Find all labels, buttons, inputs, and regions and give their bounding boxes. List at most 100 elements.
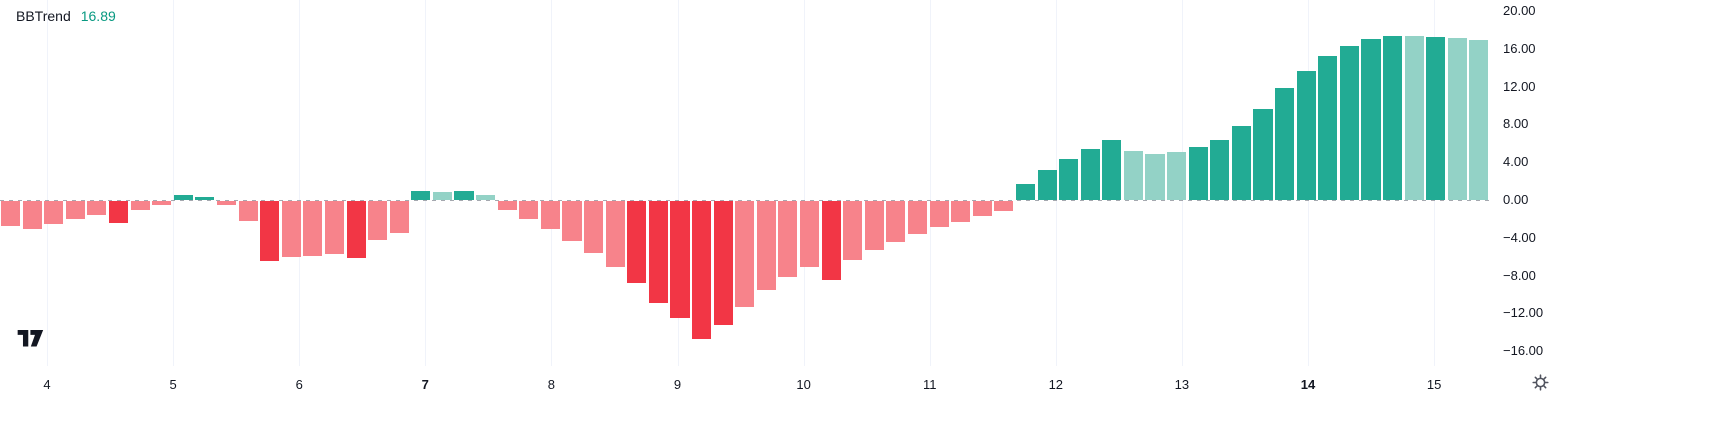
y-axis-label: 16.00 (1503, 40, 1536, 56)
y-axis-label: 0.00 (1503, 192, 1529, 207)
gear-icon[interactable] (1531, 373, 1550, 392)
time-axis[interactable]: 4 5 6 7 8 9 10 11 12 13 14 15 (0, 366, 1490, 437)
x-axis-label: 13 (1174, 377, 1190, 392)
histogram-bar (260, 201, 280, 262)
histogram-bar (1123, 150, 1143, 200)
histogram-bar (130, 201, 150, 211)
histogram-bar (1318, 56, 1338, 200)
x-axis-label: 15 (1426, 377, 1442, 392)
histogram-bar (238, 201, 258, 221)
histogram-bar (713, 201, 733, 325)
histogram-bar (735, 201, 755, 307)
histogram-bar (1469, 40, 1489, 200)
histogram-bar (843, 201, 863, 260)
histogram-bar (281, 201, 301, 257)
y-axis-label: −4.00 (1503, 229, 1536, 245)
x-axis-label: 7 (421, 377, 429, 392)
histogram-bar (1059, 159, 1079, 200)
histogram-bar (1361, 39, 1381, 200)
x-axis-label: 5 (169, 377, 177, 392)
histogram-bar (886, 201, 906, 242)
x-axis-label: 11 (922, 377, 937, 392)
zero-line (0, 200, 1490, 201)
histogram-bar (476, 195, 496, 200)
x-axis-label: 14 (1300, 377, 1316, 392)
histogram-bar (756, 201, 776, 290)
histogram-bar (389, 201, 409, 234)
x-axis-label: 9 (673, 377, 682, 392)
histogram-bar (1080, 148, 1100, 200)
histogram-bar (562, 201, 582, 241)
histogram-bar (1102, 139, 1122, 200)
histogram-bar (1296, 71, 1316, 200)
indicator-value: 16.89 (80, 8, 116, 24)
histogram-bar (627, 201, 647, 284)
indicator-legend: BBTrend 16.89 (16, 8, 116, 24)
histogram-bar (368, 201, 388, 240)
histogram-bar (1253, 109, 1273, 200)
histogram-bar (1167, 151, 1187, 200)
histogram-bar (1447, 38, 1467, 200)
histogram-bar (454, 190, 474, 200)
y-axis-label: −8.00 (1503, 267, 1536, 283)
histogram-bar (821, 201, 841, 281)
histogram-bar (65, 201, 85, 219)
histogram-bar (346, 201, 366, 258)
histogram-bar (432, 192, 452, 200)
vertical-gridline (173, 0, 175, 366)
histogram-bar (692, 201, 712, 339)
histogram-bar (1231, 126, 1251, 200)
histogram-bar (411, 191, 431, 200)
vertical-gridline (803, 0, 805, 366)
histogram-bar (497, 201, 517, 210)
histogram-bar (929, 201, 949, 228)
x-axis-label: 10 (796, 377, 811, 392)
vertical-gridline (551, 0, 553, 366)
vertical-gridline (47, 0, 48, 366)
histogram-bar (670, 201, 690, 319)
histogram-bar (1383, 35, 1403, 200)
vertical-gridline (299, 0, 301, 366)
x-axis-label: 4 (43, 377, 51, 392)
histogram-bar (1426, 36, 1446, 200)
histogram-bar (1210, 139, 1230, 200)
x-axis-label: 8 (547, 377, 556, 392)
histogram-bar (216, 201, 237, 205)
histogram-bar (799, 201, 820, 268)
histogram-bar (1015, 183, 1036, 200)
y-axis-label: 8.00 (1503, 116, 1529, 132)
histogram-bar (22, 201, 42, 230)
histogram-bar (972, 201, 992, 217)
histogram-bar (173, 195, 193, 200)
price-axis[interactable]: 20.00 16.00 12.00 8.00 4.00 0.00 −4.00 −8.00 −12… (1491, 0, 1724, 366)
x-axis-label: 6 (295, 377, 303, 392)
histogram-bar (324, 201, 344, 254)
y-axis-label: 20.00 (1503, 3, 1536, 18)
histogram-bar (108, 201, 129, 223)
chart-plot-area[interactable]: BBTrend 16.89 (0, 0, 1490, 366)
histogram-bar (540, 201, 560, 230)
tradingview-logo[interactable] (17, 330, 47, 347)
histogram-bar (951, 201, 971, 222)
y-axis-label: −12.00 (1503, 305, 1544, 321)
histogram-bar (519, 201, 539, 219)
vertical-gridline (425, 0, 427, 366)
histogram-bar (1404, 35, 1424, 200)
x-axis-label: 12 (1048, 377, 1064, 392)
histogram-bar (303, 201, 323, 256)
histogram-bar (864, 201, 884, 251)
histogram-bar (44, 201, 64, 224)
histogram-bar (994, 201, 1014, 212)
y-axis-label: 4.00 (1503, 154, 1529, 170)
indicator-title[interactable]: BBTrend (16, 8, 71, 24)
histogram-bar (605, 201, 625, 268)
histogram-bar (907, 201, 928, 235)
histogram-bar (1, 201, 21, 226)
histogram-bar (195, 197, 215, 200)
histogram-bar (778, 201, 798, 277)
histogram-bar (1275, 87, 1295, 200)
histogram-bar (152, 201, 172, 205)
vertical-gridline (929, 0, 931, 366)
y-axis-label: −16.00 (1503, 343, 1544, 359)
